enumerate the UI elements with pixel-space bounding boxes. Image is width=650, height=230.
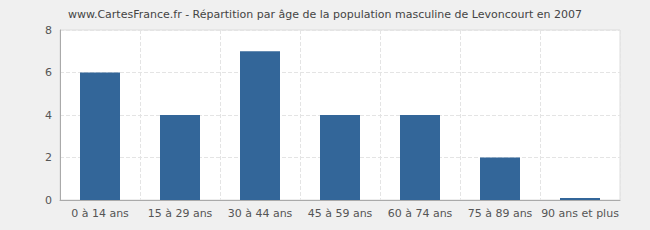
svg-text:2: 2 [45,151,52,164]
svg-text:6: 6 [45,66,52,79]
svg-text:60 à 74 ans: 60 à 74 ans [388,207,453,220]
svg-text:75 à 89 ans: 75 à 89 ans [468,207,533,220]
svg-text:0: 0 [45,194,52,207]
svg-text:90 ans et plus: 90 ans et plus [541,207,619,220]
svg-text:www.CartesFrance.fr - Répartit: www.CartesFrance.fr - Répartition par âg… [68,8,582,21]
svg-text:30 à 44 ans: 30 à 44 ans [228,207,293,220]
svg-text:8: 8 [45,24,52,37]
svg-text:15 à 29 ans: 15 à 29 ans [148,207,213,220]
svg-text:4: 4 [45,109,52,122]
svg-text:0 à 14 ans: 0 à 14 ans [71,207,129,220]
svg-text:45 à 59 ans: 45 à 59 ans [308,207,373,220]
